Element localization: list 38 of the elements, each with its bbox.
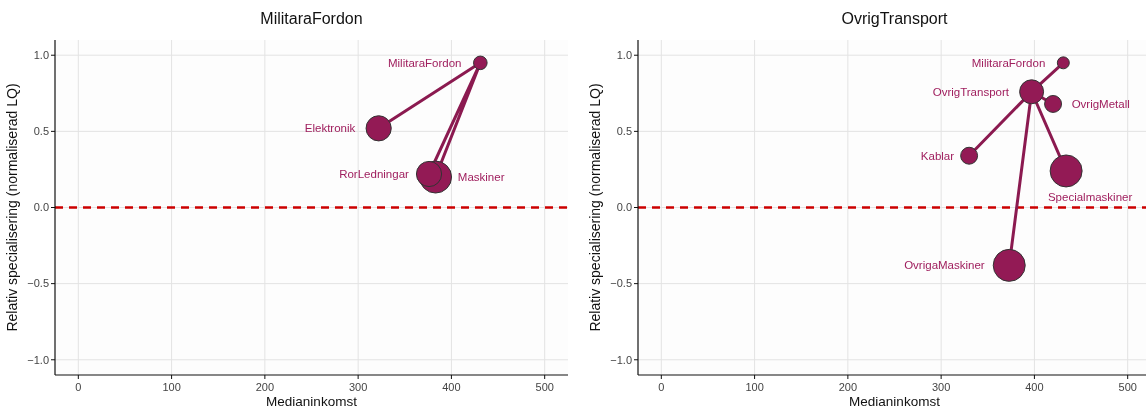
annotation: Elektronik — [304, 122, 356, 135]
annotation: OvrigTransport — [932, 85, 1010, 98]
x-tick-label: 200 — [838, 381, 858, 393]
chart-title: MilitaraFordon — [260, 10, 363, 27]
x-tick-label: 100 — [162, 381, 181, 393]
y-tick-label: −0.5 — [610, 277, 632, 290]
annotation: RorLedningar — [339, 168, 410, 181]
x-tick-label: 300 — [348, 381, 368, 393]
x-axis-title: Medianinkomst — [849, 394, 941, 409]
x-tick-label: 400 — [1025, 381, 1044, 393]
annotation: MilitaraFordon — [971, 56, 1046, 69]
x-tick-label: 100 — [745, 381, 764, 393]
x-tick-label: 400 — [442, 381, 461, 393]
y-tick-label: −1.0 — [27, 353, 49, 366]
x-tick-label: 0 — [75, 381, 82, 393]
y-tick-label: 0.5 — [33, 125, 49, 138]
x-axis-title: Medianinkomst — [266, 394, 358, 409]
annotation: OvrigaMaskiner — [904, 259, 985, 272]
y-axis-title: Relativ specialisering (normaliserad LQ) — [4, 83, 20, 332]
annotation: OvrigMetall — [1071, 97, 1130, 110]
y-tick-label: −0.5 — [27, 277, 49, 290]
y-axis-title: Relativ specialisering (normaliserad LQ) — [587, 83, 603, 332]
x-tick-label: 200 — [255, 381, 275, 393]
y-tick-label: −1.0 — [610, 353, 632, 366]
x-tick-label: 500 — [1118, 381, 1137, 393]
y-tick-label: 0.5 — [616, 125, 632, 138]
y-tick-label: 1.0 — [616, 49, 632, 62]
y-tick-label: 1.0 — [33, 49, 49, 62]
x-tick-label: 0 — [658, 381, 665, 393]
x-tick-label: 300 — [931, 381, 951, 393]
y-tick-label: 0.0 — [33, 201, 49, 214]
annotation: Kablar — [920, 149, 955, 162]
annotation: MilitaraFordon — [387, 56, 462, 69]
x-tick-label: 500 — [535, 381, 554, 393]
y-tick-label: 0.0 — [616, 201, 632, 214]
chart-title: OvrigTransport — [841, 10, 949, 27]
annotation: Specialmaskiner — [1047, 191, 1133, 204]
annotation: Maskiner — [457, 171, 505, 184]
